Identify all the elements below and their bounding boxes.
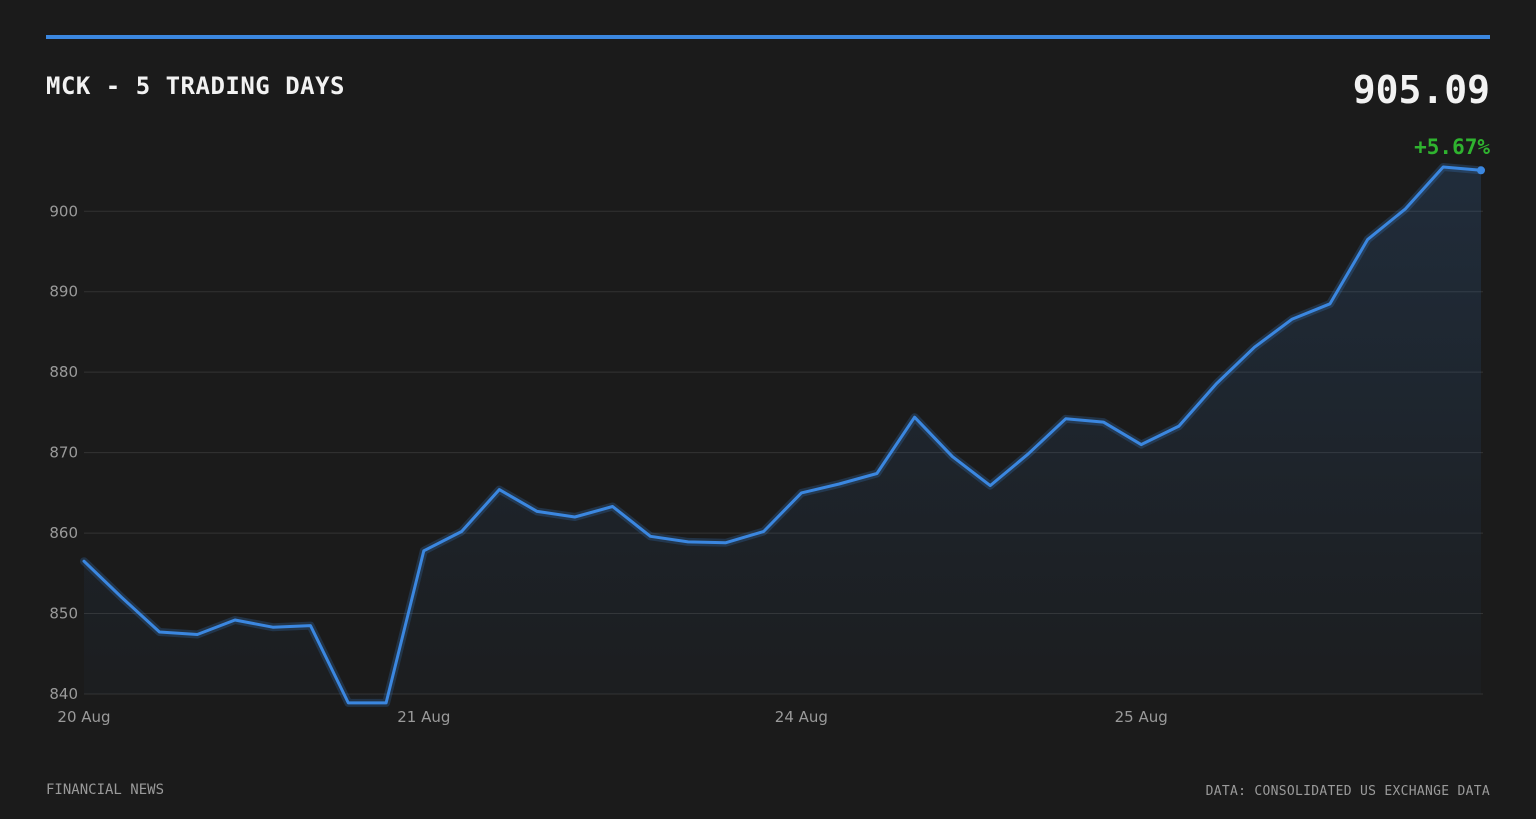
y-tick-label: 870 <box>49 444 78 462</box>
y-tick-label: 900 <box>49 202 78 220</box>
price-line <box>82 165 1483 705</box>
price-area-fill <box>84 167 1481 703</box>
x-tick-label: 20 Aug <box>57 708 110 726</box>
x-axis-ticks: 20 Aug 21 Aug 24 Aug 25 Aug <box>57 708 1167 726</box>
current-price: 905.09 <box>1352 68 1490 112</box>
accent-bar <box>46 35 1490 39</box>
x-tick-label: 25 Aug <box>1115 708 1168 726</box>
percent-change: +5.67% <box>1414 135 1490 159</box>
chart-title: MCK - 5 TRADING DAYS <box>46 72 345 100</box>
y-tick-label: 850 <box>49 605 78 623</box>
footer-source-right: DATA: CONSOLIDATED US EXCHANGE DATA <box>1205 784 1490 799</box>
footer-source-left: FINANCIAL NEWS <box>46 782 165 798</box>
last-price-dot <box>1477 166 1485 175</box>
y-tick-label: 840 <box>49 685 78 703</box>
x-tick-label: 24 Aug <box>775 708 828 726</box>
y-tick-label: 890 <box>49 283 78 301</box>
y-axis-ticks: 840 850 860 870 880 890 900 <box>49 202 78 703</box>
x-tick-label: 21 Aug <box>397 708 450 726</box>
y-tick-label: 880 <box>49 363 78 381</box>
y-tick-label: 860 <box>49 524 78 542</box>
